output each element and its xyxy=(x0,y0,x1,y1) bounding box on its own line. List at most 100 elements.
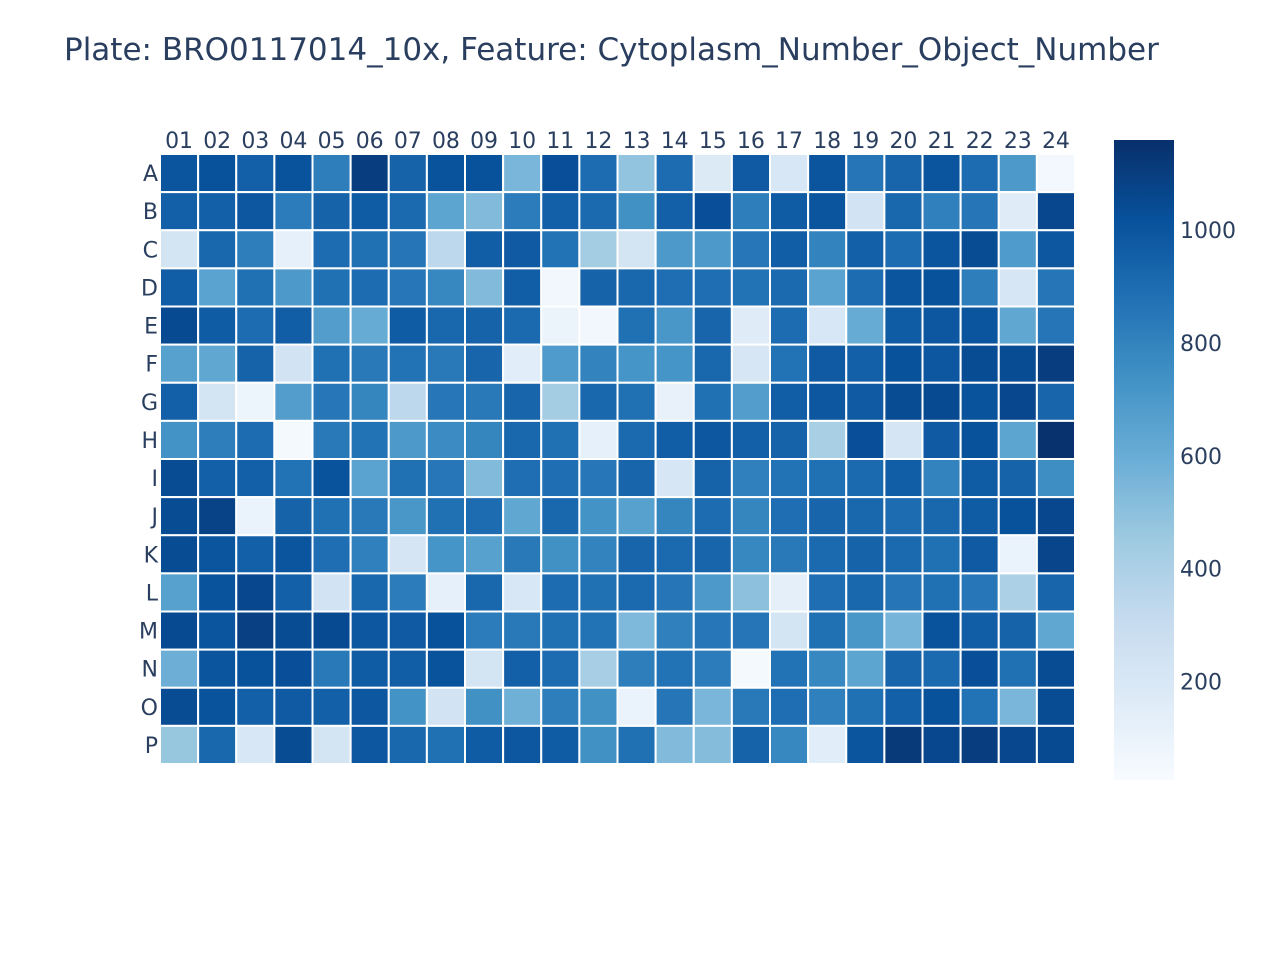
heatmap-cell-J10 xyxy=(502,496,543,537)
colorbar-tick-label: 800 xyxy=(1180,332,1222,357)
heatmap-cell-H20 xyxy=(883,419,924,460)
heatmap-cell-A22 xyxy=(959,153,1000,194)
heatmap-cell-B04 xyxy=(273,191,314,232)
heatmap-cell-F20 xyxy=(883,343,924,384)
heatmap-cell-A03 xyxy=(235,153,276,194)
heatmap-cell-J11 xyxy=(540,496,581,537)
heatmap-cell-A01 xyxy=(159,153,200,194)
heatmap-cell-A17 xyxy=(769,153,810,194)
heatmap-cell-B14 xyxy=(654,191,695,232)
heatmap-cell-L02 xyxy=(197,572,238,613)
heatmap-cell-D15 xyxy=(692,267,733,308)
column-label: 14 xyxy=(661,129,689,154)
heatmap-cell-I02 xyxy=(197,458,238,499)
heatmap-cell-C17 xyxy=(769,229,810,270)
heatmap-cell-I09 xyxy=(464,458,505,499)
heatmap-cell-D22 xyxy=(959,267,1000,308)
heatmap-cell-K10 xyxy=(502,534,543,575)
heatmap-cell-G06 xyxy=(349,381,390,422)
heatmap-cell-F21 xyxy=(921,343,962,384)
heatmap-cell-G13 xyxy=(616,381,657,422)
column-labels: 01 02 03 04 05 06 07 08 09 10 11 12 13 14 15 16 17 18 19 20… xyxy=(165,129,1070,154)
heatmap-cell-F16 xyxy=(730,343,771,384)
heatmap-cell-J23 xyxy=(997,496,1038,537)
heatmap-cell-P16 xyxy=(730,724,771,765)
heatmap-cell-B08 xyxy=(425,191,466,232)
heatmap-cell-I08 xyxy=(425,458,466,499)
heatmap-cell-M04 xyxy=(273,610,314,651)
column-label: 07 xyxy=(394,129,422,154)
row-label: E xyxy=(144,315,158,340)
heatmap-cell-N01 xyxy=(159,648,200,689)
heatmap-cell-L12 xyxy=(578,572,619,613)
heatmap-cell-A12 xyxy=(578,153,619,194)
heatmap-cell-C16 xyxy=(730,229,771,270)
heatmap-cell-O22 xyxy=(959,686,1000,727)
heatmap-cell-P19 xyxy=(845,724,886,765)
heatmap-cell-L13 xyxy=(616,572,657,613)
heatmap-cell-B24 xyxy=(1035,191,1076,232)
heatmap-cell-K21 xyxy=(921,534,962,575)
heatmap-cell-E15 xyxy=(692,305,733,346)
heatmap-cell-N11 xyxy=(540,648,581,689)
heatmap-cell-L16 xyxy=(730,572,771,613)
heatmap-cell-D03 xyxy=(235,267,276,308)
heatmap-cell-N16 xyxy=(730,648,771,689)
heatmap-cell-M17 xyxy=(769,610,810,651)
heatmap-cell-L19 xyxy=(845,572,886,613)
heatmap-cell-N24 xyxy=(1035,648,1076,689)
heatmap-cell-D23 xyxy=(997,267,1038,308)
heatmap-cell-I12 xyxy=(578,458,619,499)
heatmap-cell-N05 xyxy=(311,648,352,689)
column-label: 17 xyxy=(775,129,803,154)
column-label: 21 xyxy=(928,129,956,154)
heatmap-cell-C10 xyxy=(502,229,543,270)
heatmap-cell-F06 xyxy=(349,343,390,384)
heatmap-cell-F09 xyxy=(464,343,505,384)
heatmap-cell-C11 xyxy=(540,229,581,270)
heatmap-cell-B05 xyxy=(311,191,352,232)
heatmap-cell-E20 xyxy=(883,305,924,346)
colorbar-tick-label: 600 xyxy=(1180,445,1222,470)
heatmap-cell-P11 xyxy=(540,724,581,765)
heatmap-cell-K06 xyxy=(349,534,390,575)
column-label: 18 xyxy=(813,129,841,154)
heatmap-cell-C02 xyxy=(197,229,238,270)
column-label: 06 xyxy=(356,129,384,154)
column-label: 24 xyxy=(1042,129,1070,154)
heatmap-cell-L11 xyxy=(540,572,581,613)
heatmap-cell-G19 xyxy=(845,381,886,422)
heatmap-cell-F23 xyxy=(997,343,1038,384)
heatmap-cell-B21 xyxy=(921,191,962,232)
heatmap-cell-A13 xyxy=(616,153,657,194)
row-label: A xyxy=(143,162,158,187)
heatmap-cell-P07 xyxy=(387,724,428,765)
heatmap-cell-I05 xyxy=(311,458,352,499)
heatmap-cell-J17 xyxy=(769,496,810,537)
heatmap-cell-A23 xyxy=(997,153,1038,194)
heatmap-cell-B13 xyxy=(616,191,657,232)
heatmap-cell-M15 xyxy=(692,610,733,651)
column-label: 22 xyxy=(966,129,994,154)
heatmap-cell-L07 xyxy=(387,572,428,613)
heatmap-cell-H05 xyxy=(311,419,352,460)
heatmap-cell-K22 xyxy=(959,534,1000,575)
heatmap-cell-L05 xyxy=(311,572,352,613)
heatmap-cell-G24 xyxy=(1035,381,1076,422)
heatmap-cell-C04 xyxy=(273,229,314,270)
heatmap-cell-E04 xyxy=(273,305,314,346)
heatmap-cell-L22 xyxy=(959,572,1000,613)
heatmap-cell-E22 xyxy=(959,305,1000,346)
colorbar-tick-label: 1000 xyxy=(1180,219,1236,244)
heatmap-cell-L09 xyxy=(464,572,505,613)
heatmap-cell-N22 xyxy=(959,648,1000,689)
heatmap-cell-M05 xyxy=(311,610,352,651)
heatmap-cell-P24 xyxy=(1035,724,1076,765)
heatmap-cell-N10 xyxy=(502,648,543,689)
heatmap-cell-C15 xyxy=(692,229,733,270)
heatmap-cell-E13 xyxy=(616,305,657,346)
heatmap-cell-D06 xyxy=(349,267,390,308)
heatmap-cell-C22 xyxy=(959,229,1000,270)
heatmap-cell-C14 xyxy=(654,229,695,270)
